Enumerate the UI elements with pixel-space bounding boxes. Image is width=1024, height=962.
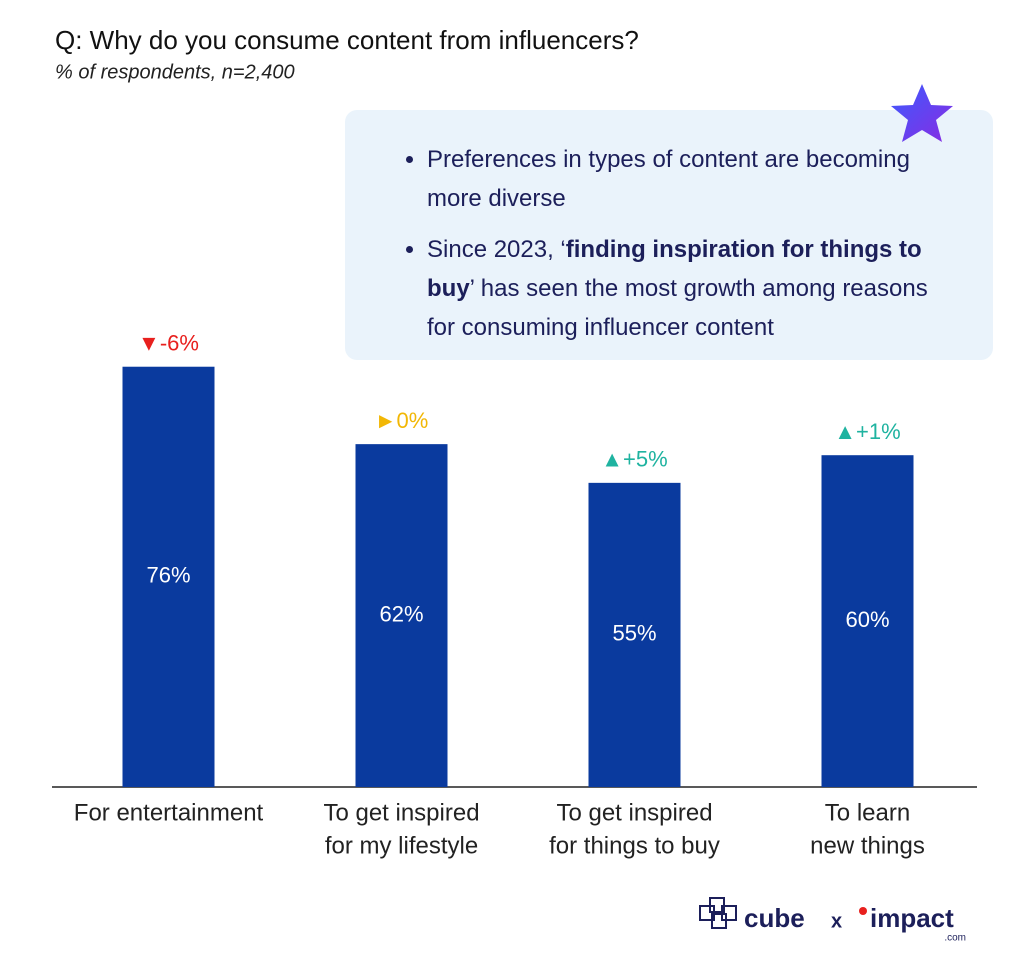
change-label: ▼-6% [138,331,199,356]
logo-partner: impact [870,903,954,933]
x-tick-label: new things [810,832,925,859]
change-label: ▲+1% [834,419,900,444]
logo: cube x impact .com [699,897,966,944]
logo-brand: cube [744,903,805,933]
note-text: ’ has seen the most growth among reasons… [427,275,928,341]
bar [355,444,448,787]
note-text: Since 2023, ‘ [427,236,566,263]
chart-subtitle: % of respondents, n=2,400 [55,61,295,83]
x-tick-label: For entertainment [74,799,264,826]
note-item: Since 2023, ‘finding inspiration for thi… [427,230,953,347]
value-label: 60% [845,607,889,632]
logo-dot [859,907,867,915]
logo-separator: x [831,910,842,932]
x-tick-label: for things to buy [549,832,720,859]
bar [821,455,914,787]
value-label: 76% [146,563,190,588]
chart-title: Q: Why do you consume content from influ… [55,25,639,55]
logo-suffix: .com [944,933,966,944]
note-box: Preferences in types of content are beco… [345,110,993,360]
bar [588,482,681,787]
x-tick-label: To learn [825,799,910,826]
value-label: 62% [379,601,423,626]
value-label: 55% [612,621,656,646]
bar [122,366,215,787]
change-label: ▲+5% [601,447,667,472]
note-text: Preferences in types of content are beco… [427,146,910,212]
change-label: ►0% [375,408,429,433]
note-text: finding inspiration for things to buy [427,236,922,302]
x-tick-label: To get inspired [323,799,479,826]
note-item: Preferences in types of content are beco… [427,140,953,218]
logo-icon [699,897,737,929]
note-list: Preferences in types of content are beco… [395,140,953,347]
x-tick-label: for my lifestyle [325,832,478,859]
x-tick-label: To get inspired [556,799,712,826]
